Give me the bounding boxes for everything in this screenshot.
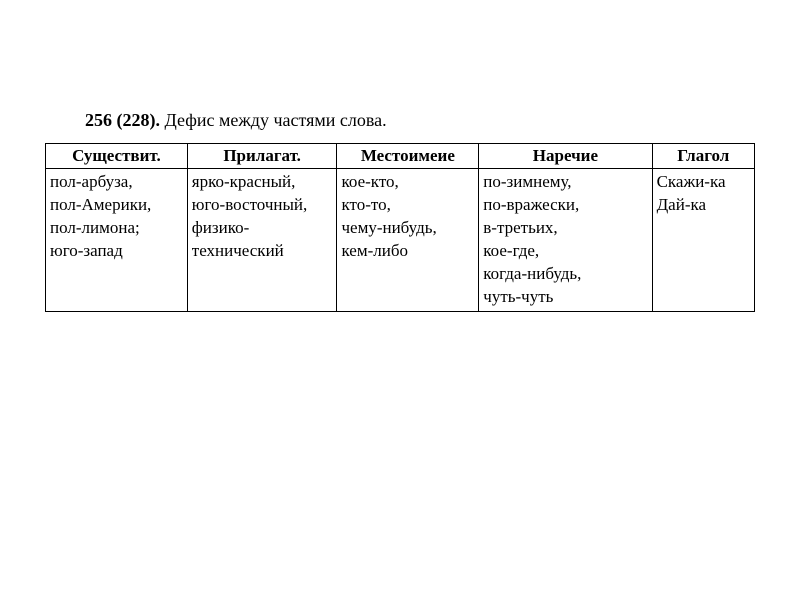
col-header-pronoun: Местоимеие	[337, 144, 479, 169]
col-header-adjective: Прилагат.	[187, 144, 337, 169]
cell-noun: пол-арбуза,пол-Америки,пол-лимона;юго-за…	[46, 169, 188, 312]
title-text: Дефис между частями слова.	[160, 110, 387, 130]
col-header-noun: Существит.	[46, 144, 188, 169]
col-header-adverb: Наречие	[479, 144, 652, 169]
table-header-row: Существит. Прилагат. Местоимеие Наречие …	[46, 144, 755, 169]
table-row: пол-арбуза,пол-Америки,пол-лимона;юго-за…	[46, 169, 755, 312]
hyphen-table: Существит. Прилагат. Местоимеие Наречие …	[45, 143, 755, 312]
cell-adverb: по-зимнему,по-вражески,в-третьих,кое-где…	[479, 169, 652, 312]
page-container: 256 (228). Дефис между частями слова. Су…	[0, 0, 800, 312]
col-header-verb: Глагол	[652, 144, 754, 169]
title-number: 256 (228).	[85, 110, 160, 130]
cell-pronoun: кое-кто,кто-то,чему-нибудь,кем-либо	[337, 169, 479, 312]
cell-adjective: ярко-красный,юго-восточный,физико-технич…	[187, 169, 337, 312]
page-title: 256 (228). Дефис между частями слова.	[85, 110, 755, 131]
cell-verb: Скажи-каДай-ка	[652, 169, 754, 312]
